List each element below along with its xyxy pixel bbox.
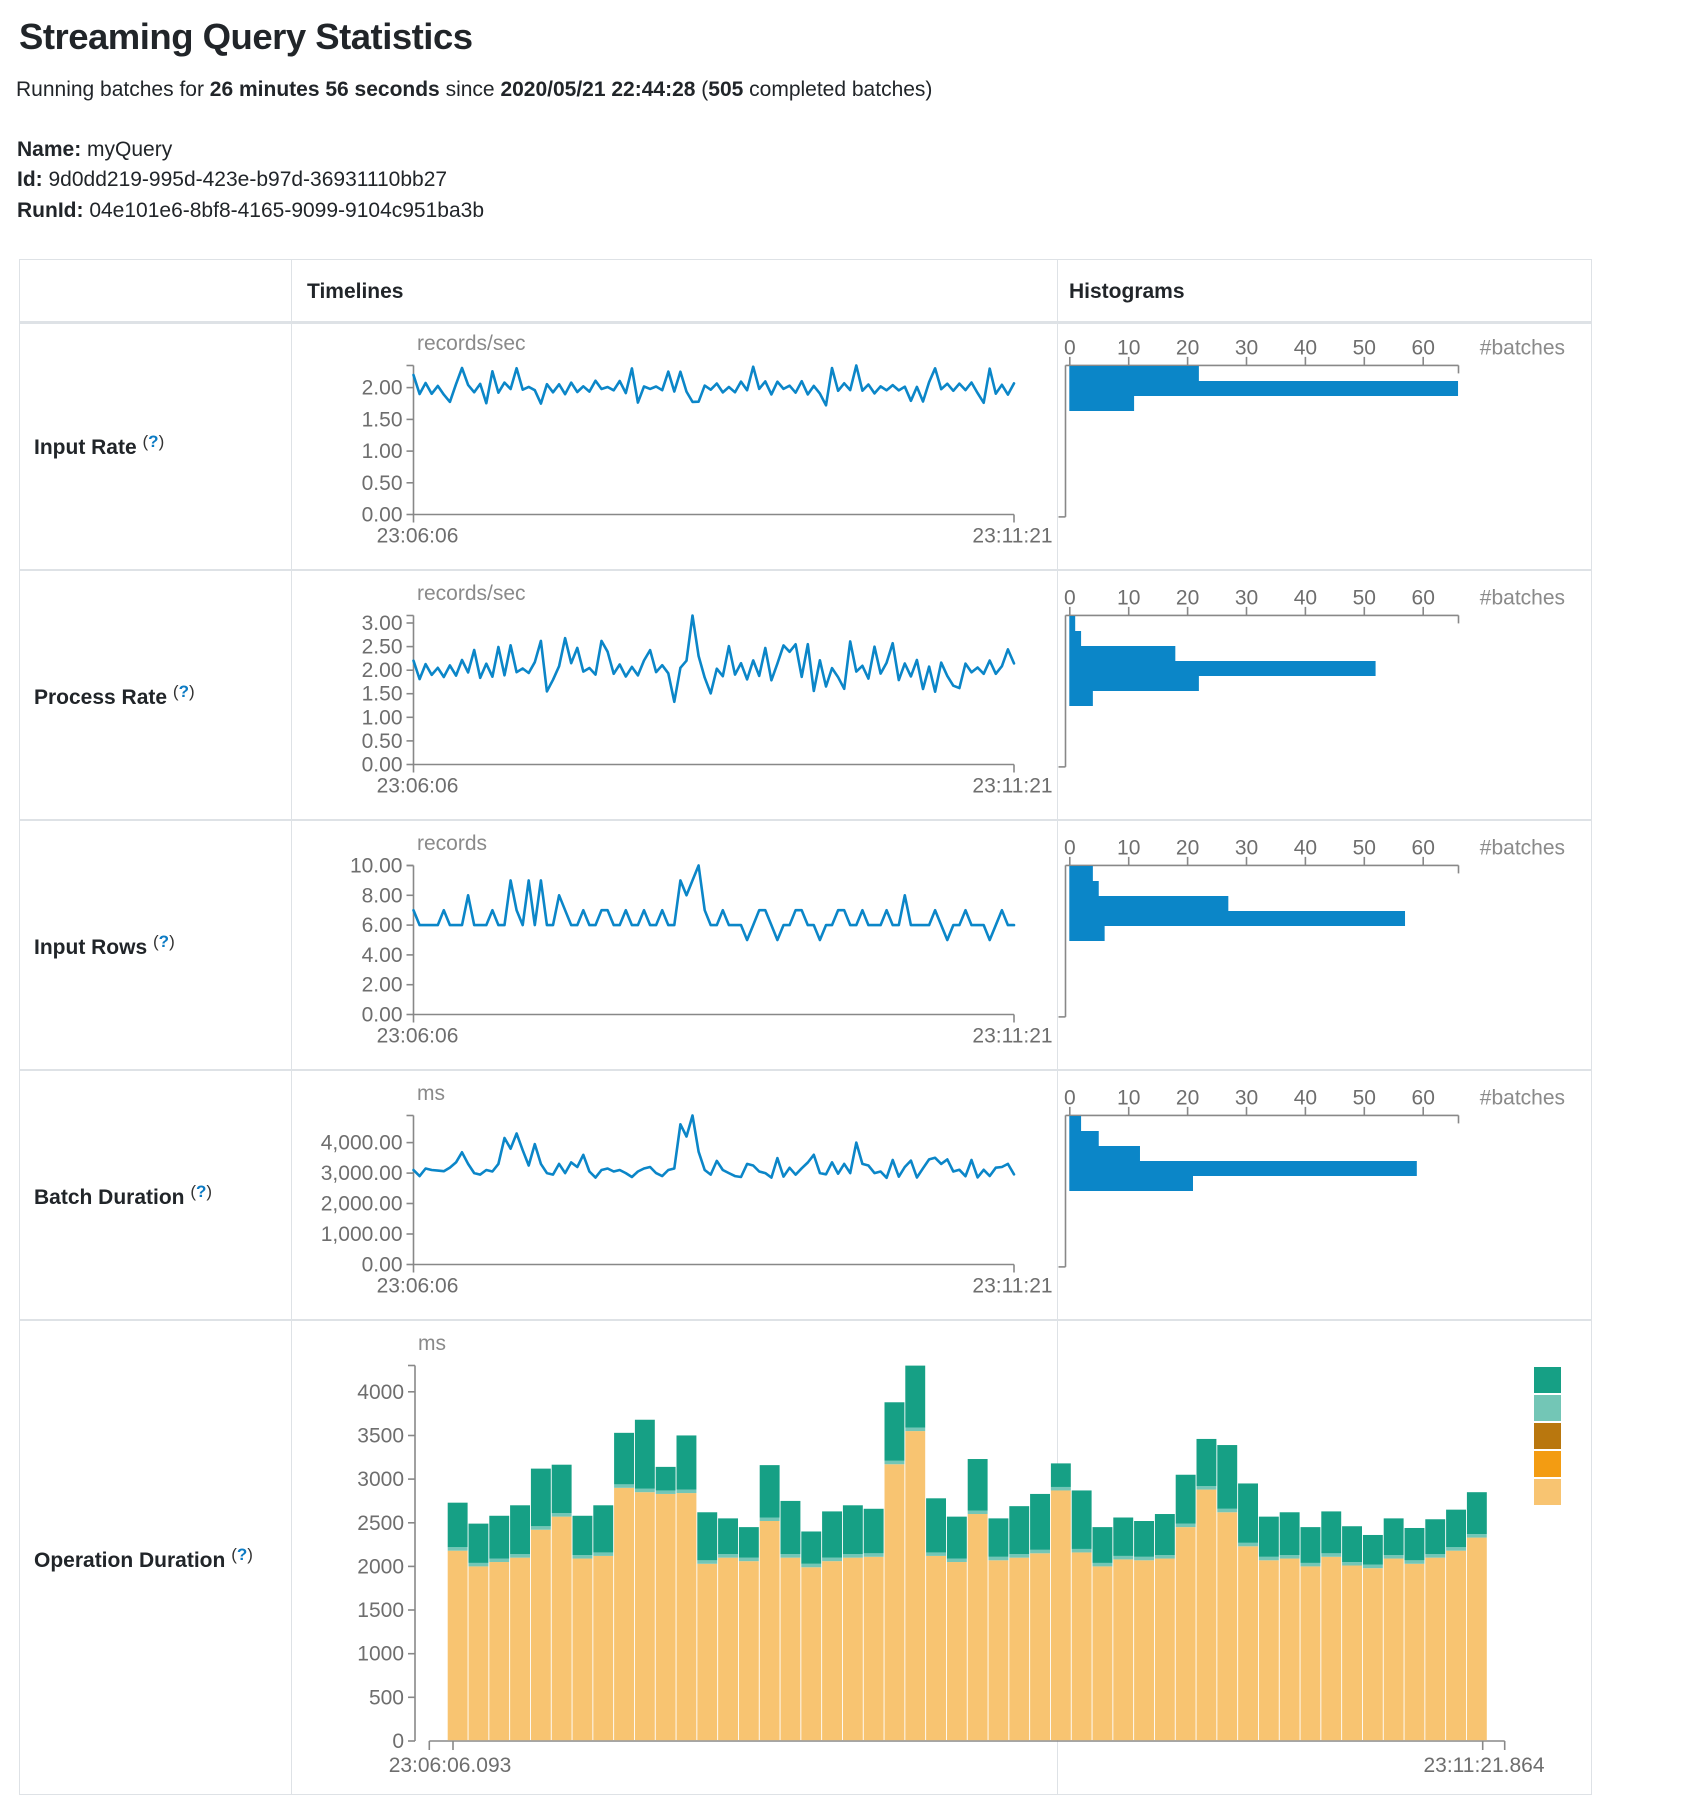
svg-text:#batches: #batches bbox=[1480, 1086, 1565, 1109]
svg-text:1500: 1500 bbox=[357, 1599, 404, 1622]
svg-text:3000: 3000 bbox=[357, 1468, 404, 1491]
svg-text:40: 40 bbox=[1294, 836, 1317, 859]
svg-text:ms: ms bbox=[418, 1332, 446, 1355]
svg-text:23:06:06.093: 23:06:06.093 bbox=[389, 1754, 512, 1777]
svg-text:0.00: 0.00 bbox=[362, 1254, 403, 1277]
svg-text:4.00: 4.00 bbox=[362, 944, 403, 967]
svg-text:23:06:06: 23:06:06 bbox=[377, 775, 459, 798]
svg-text:40: 40 bbox=[1294, 336, 1317, 359]
svg-text:50: 50 bbox=[1353, 1086, 1376, 1109]
svg-text:30: 30 bbox=[1235, 1086, 1258, 1109]
svg-text:0.50: 0.50 bbox=[362, 472, 403, 495]
svg-text:0: 0 bbox=[392, 1730, 404, 1753]
svg-text:23:06:06: 23:06:06 bbox=[377, 1025, 459, 1048]
svg-text:3500: 3500 bbox=[357, 1425, 404, 1448]
svg-text:10: 10 bbox=[1117, 836, 1140, 859]
svg-text:50: 50 bbox=[1353, 336, 1376, 359]
svg-text:ms: ms bbox=[417, 1082, 445, 1105]
svg-text:10.00: 10.00 bbox=[350, 855, 403, 878]
svg-text:8.00: 8.00 bbox=[362, 884, 403, 907]
svg-text:4,000.00: 4,000.00 bbox=[321, 1132, 403, 1155]
svg-text:2,000.00: 2,000.00 bbox=[321, 1193, 403, 1216]
svg-text:2.50: 2.50 bbox=[362, 636, 403, 659]
svg-text:20: 20 bbox=[1176, 836, 1199, 859]
svg-text:2.00: 2.00 bbox=[362, 377, 403, 400]
svg-text:23:11:21: 23:11:21 bbox=[972, 775, 1052, 798]
svg-text:20: 20 bbox=[1176, 586, 1199, 609]
svg-text:10: 10 bbox=[1117, 336, 1140, 359]
svg-text:50: 50 bbox=[1353, 586, 1376, 609]
svg-text:23:06:06: 23:06:06 bbox=[377, 525, 459, 548]
svg-text:0.00: 0.00 bbox=[362, 1004, 403, 1027]
svg-text:3,000.00: 3,000.00 bbox=[321, 1162, 403, 1185]
svg-text:2.00: 2.00 bbox=[362, 974, 403, 997]
svg-text:0: 0 bbox=[1064, 586, 1076, 609]
svg-text:#batches: #batches bbox=[1480, 336, 1565, 359]
svg-text:0.00: 0.00 bbox=[362, 754, 403, 777]
svg-text:0: 0 bbox=[1064, 336, 1076, 359]
svg-text:2500: 2500 bbox=[357, 1512, 404, 1535]
svg-text:500: 500 bbox=[369, 1686, 404, 1709]
svg-text:6.00: 6.00 bbox=[362, 914, 403, 937]
svg-text:20: 20 bbox=[1176, 1086, 1199, 1109]
svg-text:60: 60 bbox=[1412, 836, 1435, 859]
svg-text:40: 40 bbox=[1294, 586, 1317, 609]
svg-text:3.00: 3.00 bbox=[362, 612, 403, 635]
svg-text:30: 30 bbox=[1235, 336, 1258, 359]
svg-text:60: 60 bbox=[1412, 336, 1435, 359]
svg-text:1000: 1000 bbox=[357, 1643, 404, 1666]
svg-text:10: 10 bbox=[1117, 586, 1140, 609]
svg-text:records/sec: records/sec bbox=[417, 582, 526, 605]
svg-text:records: records bbox=[417, 832, 487, 855]
svg-text:1.00: 1.00 bbox=[362, 706, 403, 729]
svg-text:50: 50 bbox=[1353, 836, 1376, 859]
svg-text:#batches: #batches bbox=[1480, 836, 1565, 859]
svg-text:60: 60 bbox=[1412, 586, 1435, 609]
svg-text:60: 60 bbox=[1412, 1086, 1435, 1109]
svg-text:#batches: #batches bbox=[1480, 586, 1565, 609]
svg-text:23:11:21: 23:11:21 bbox=[972, 1025, 1052, 1048]
svg-text:records/sec: records/sec bbox=[417, 332, 526, 355]
svg-text:23:06:06: 23:06:06 bbox=[377, 1275, 459, 1298]
svg-text:23:11:21: 23:11:21 bbox=[972, 525, 1052, 548]
svg-text:2000: 2000 bbox=[357, 1555, 404, 1578]
svg-text:0.50: 0.50 bbox=[362, 730, 403, 753]
svg-text:1.00: 1.00 bbox=[362, 440, 403, 463]
svg-text:40: 40 bbox=[1294, 1086, 1317, 1109]
svg-text:23:11:21.864: 23:11:21.864 bbox=[1423, 1754, 1544, 1777]
svg-text:0.00: 0.00 bbox=[362, 504, 403, 527]
svg-text:1,000.00: 1,000.00 bbox=[321, 1223, 403, 1246]
svg-text:23:11:21: 23:11:21 bbox=[972, 1275, 1052, 1298]
svg-text:10: 10 bbox=[1117, 1086, 1140, 1109]
svg-text:1.50: 1.50 bbox=[362, 683, 403, 706]
svg-text:0: 0 bbox=[1064, 1086, 1076, 1109]
svg-text:2.00: 2.00 bbox=[362, 659, 403, 682]
svg-text:1.50: 1.50 bbox=[362, 408, 403, 431]
svg-text:30: 30 bbox=[1235, 836, 1258, 859]
svg-text:4000: 4000 bbox=[357, 1381, 404, 1404]
svg-text:0: 0 bbox=[1064, 836, 1076, 859]
svg-text:30: 30 bbox=[1235, 586, 1258, 609]
svg-text:20: 20 bbox=[1176, 336, 1199, 359]
